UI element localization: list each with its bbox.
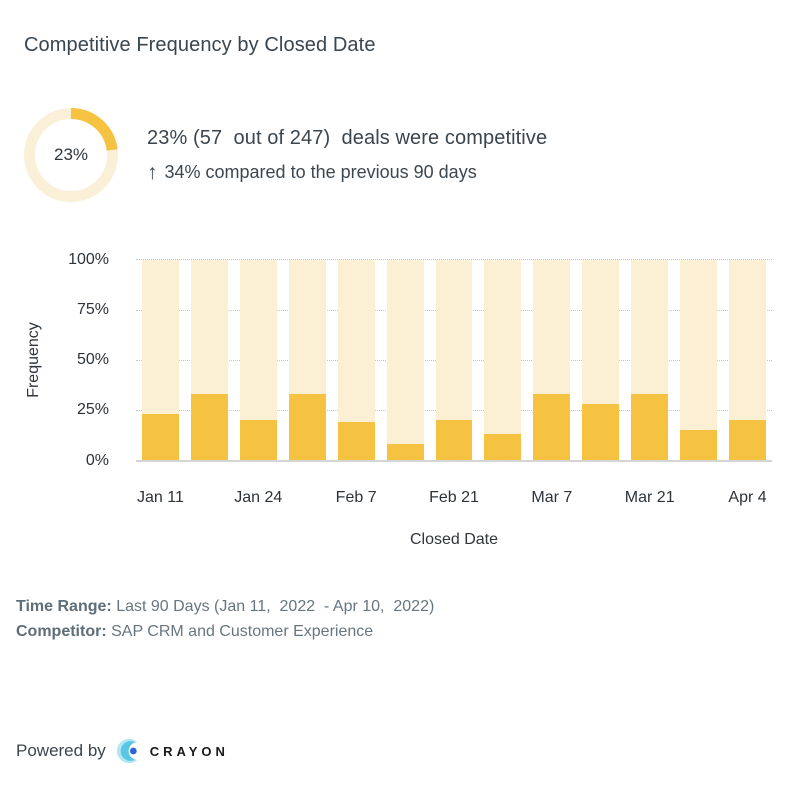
bar bbox=[386, 260, 424, 460]
gridline-100 bbox=[136, 259, 772, 260]
page-title: Competitive Frequency by Closed Date bbox=[24, 34, 376, 56]
bar-fill bbox=[386, 444, 424, 460]
donut-svg bbox=[24, 108, 118, 202]
bar bbox=[631, 260, 669, 460]
bar-fill bbox=[582, 404, 620, 460]
time-range-row: Time Range: Last 90 Days (Jan 11, 2022 -… bbox=[16, 594, 784, 619]
bar-fill bbox=[239, 420, 277, 460]
bar-fill bbox=[631, 394, 669, 460]
competitive-frequency-widget: Competitive Frequency by Closed Date 23%… bbox=[0, 34, 800, 801]
time-range-value: Last 90 Days (Jan 11, 2022 - Apr 10, 202… bbox=[116, 598, 435, 615]
bar bbox=[484, 260, 522, 460]
powered-by-crayon: Powered by CRAYON bbox=[16, 736, 229, 766]
competitor-row: Competitor: SAP CRM and Customer Experie… bbox=[16, 619, 784, 644]
y-tick-label: 50% bbox=[76, 351, 109, 368]
bar bbox=[190, 260, 228, 460]
bar bbox=[582, 260, 620, 460]
x-tick-label: Jan 11 bbox=[137, 489, 184, 506]
summary-section: 23% 23% (57 out of 247) deals were compe… bbox=[23, 107, 784, 203]
bar-remainder bbox=[386, 260, 424, 460]
competitive-stat-text: 23% (57 out of 247) deals were competiti… bbox=[147, 127, 548, 149]
x-axis-title: Closed Date bbox=[409, 531, 499, 548]
x-tick-label: Mar 7 bbox=[531, 489, 573, 506]
bar-remainder bbox=[484, 260, 522, 460]
trend-text: 34% compared to the previous 90 days bbox=[164, 162, 477, 182]
y-tick-label: 100% bbox=[68, 251, 109, 268]
bar-fill bbox=[680, 430, 718, 460]
donut-chart: 23% bbox=[23, 107, 119, 203]
competitor-value: SAP CRM and Customer Experience bbox=[111, 623, 374, 640]
bar-fill bbox=[190, 394, 228, 460]
competitor-label: Competitor: bbox=[16, 623, 107, 640]
crayon-crescent-icon bbox=[116, 736, 146, 766]
trend-row: ↑ 34% compared to the previous 90 days bbox=[147, 162, 547, 183]
time-range-label: Time Range: bbox=[16, 598, 112, 615]
bar-fill bbox=[729, 420, 766, 460]
donut-arc bbox=[24, 108, 118, 202]
x-tick-label: Mar 21 bbox=[624, 489, 675, 506]
y-tick-label: 75% bbox=[76, 301, 109, 318]
bar-chart: Frequency 100% 75% 50% 25% 0% Jan 11 Jan 24 Fe… bbox=[16, 251, 784, 554]
plot-area bbox=[136, 259, 772, 462]
bar bbox=[337, 260, 375, 460]
bar-fill bbox=[435, 420, 473, 460]
bar bbox=[239, 260, 277, 460]
bar bbox=[533, 260, 571, 460]
bar-fill bbox=[533, 394, 571, 460]
y-tick-label: 0% bbox=[85, 452, 109, 469]
bar bbox=[435, 260, 473, 460]
x-tick-label: Feb 7 bbox=[335, 489, 377, 506]
y-tick-label: 25% bbox=[76, 401, 109, 418]
bar-remainder bbox=[680, 260, 718, 460]
bar bbox=[680, 260, 718, 460]
bar bbox=[729, 260, 766, 460]
donut-percent-label: 23% bbox=[53, 145, 89, 164]
bar-fill bbox=[142, 414, 179, 460]
crayon-wordmark: CRAYON bbox=[149, 743, 229, 759]
arrow-up-icon: ↑ bbox=[147, 161, 158, 184]
summary-stats: 23% (57 out of 247) deals were competiti… bbox=[147, 127, 547, 183]
x-tick-label: Apr 4 bbox=[728, 489, 767, 506]
bar-fill bbox=[337, 422, 375, 460]
x-tick-label: Jan 24 bbox=[234, 489, 283, 506]
powered-by-text: Powered by bbox=[16, 741, 106, 760]
x-tick-label: Feb 21 bbox=[429, 489, 479, 506]
bar-fill bbox=[484, 434, 522, 460]
bar bbox=[288, 260, 326, 460]
bar-fill bbox=[288, 394, 326, 460]
bar bbox=[142, 260, 179, 460]
bars-container bbox=[136, 259, 772, 460]
filters-summary: Time Range: Last 90 Days (Jan 11, 2022 -… bbox=[16, 594, 784, 644]
